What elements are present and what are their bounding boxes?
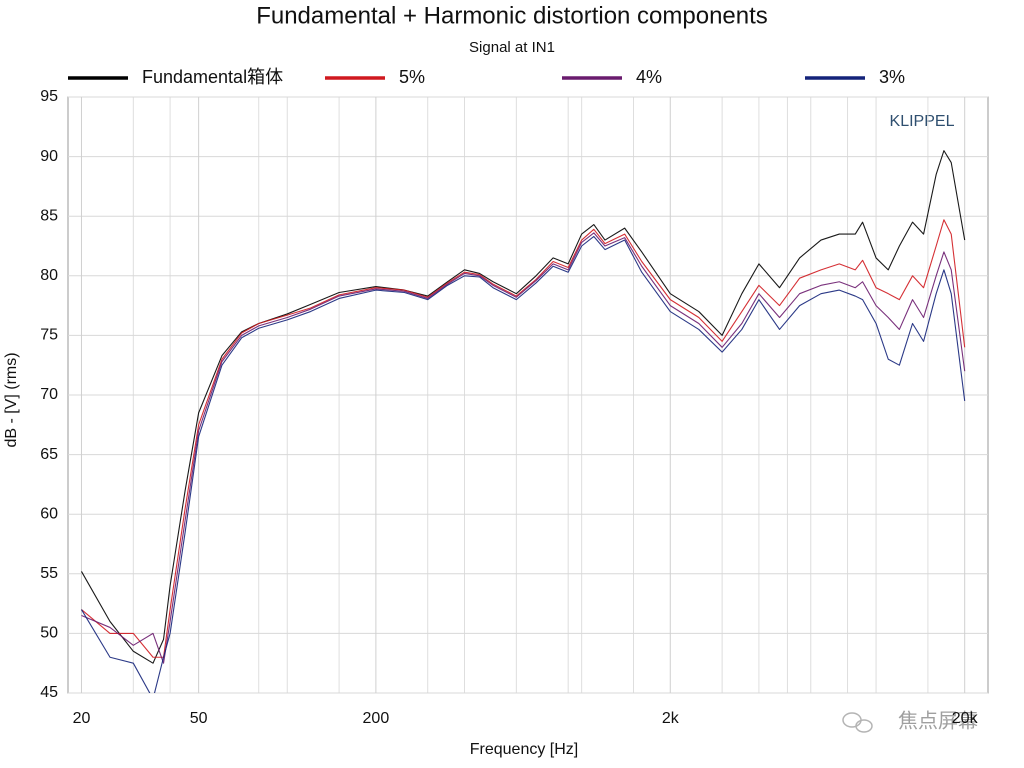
y-tick-label: 90	[40, 148, 58, 165]
x-tick-label: 50	[190, 710, 208, 727]
x-tick-label: 20k	[952, 710, 979, 727]
series-line	[80, 235, 966, 693]
y-tick-label: 80	[40, 267, 58, 284]
chart-title: Fundamental + Harmonic distortion compon…	[256, 2, 768, 29]
y-tick-label: 85	[40, 207, 58, 224]
lines	[80, 150, 966, 693]
y-tick-label: 50	[40, 625, 58, 642]
watermark: 焦点屏幕	[898, 709, 978, 732]
y-tick-label: 55	[40, 565, 58, 582]
y-tick-label: 65	[40, 446, 58, 463]
annotation: KLIPPEL	[890, 113, 955, 130]
y-tick-label: 70	[40, 386, 58, 403]
legend-label: 3%	[879, 67, 905, 87]
y-tick-label: 75	[40, 327, 58, 344]
y-tick-label: 95	[40, 88, 58, 105]
y-axis-label: dB - [V] (rms)	[3, 352, 20, 447]
watermark-icon	[842, 712, 873, 733]
legend-label: 5%	[399, 67, 425, 87]
chart-subtitle: Signal at IN1	[469, 39, 555, 56]
x-tick-label: 2k	[662, 710, 680, 727]
series-line	[80, 150, 966, 664]
series-line	[81, 219, 966, 658]
series-line	[81, 232, 966, 664]
y-tick-label: 60	[40, 505, 58, 522]
x-tick-label: 20	[73, 710, 91, 727]
grid	[68, 96, 988, 694]
legend-label: 4%	[636, 67, 662, 87]
x-axis-label: Frequency [Hz]	[470, 741, 578, 758]
legend-label: Fundamental箱体	[142, 67, 283, 87]
x-tick-label: 200	[363, 710, 390, 727]
y-tick-label: 45	[40, 684, 58, 701]
